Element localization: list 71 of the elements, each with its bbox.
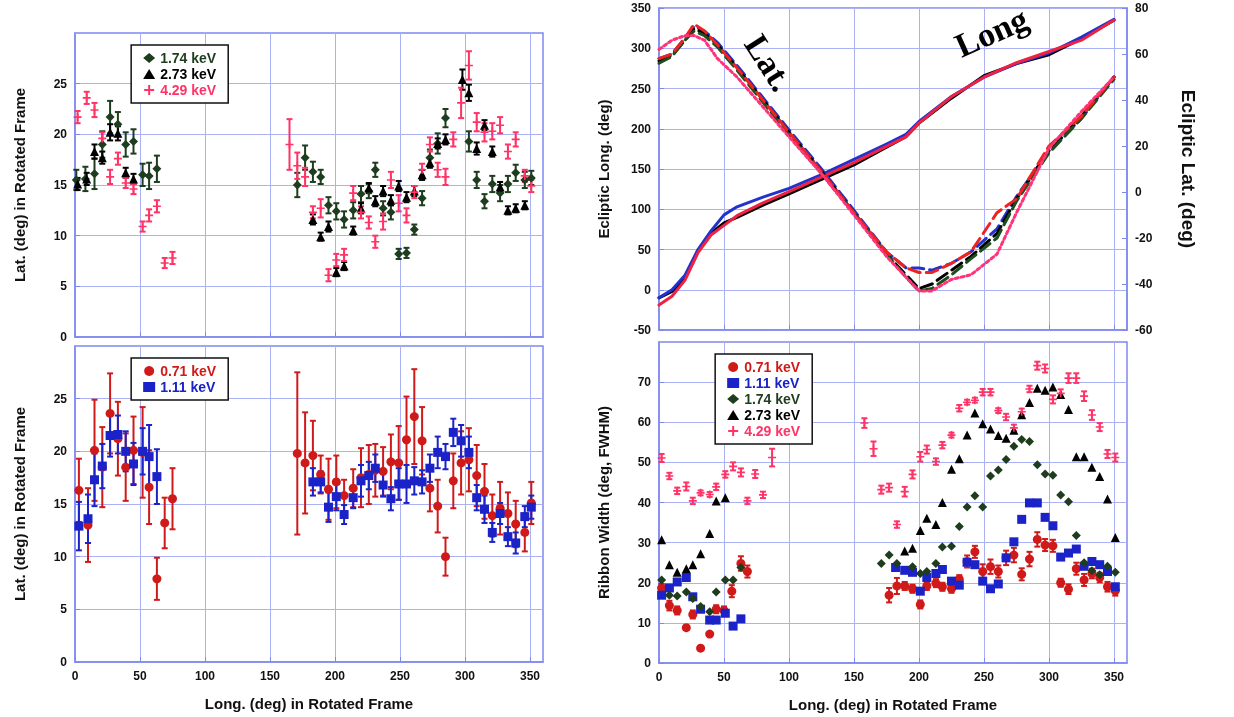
y-tick-label: 200 <box>630 121 652 136</box>
x-tick-label: 250 <box>973 670 995 684</box>
y2-tick-label: 20 <box>1135 139 1149 153</box>
y-tick-label: 20 <box>53 127 68 142</box>
x-tick-label: 100 <box>778 670 800 684</box>
y-tick-label: 0 <box>644 282 652 297</box>
x-axis-title: Long. (deg) in Rotated Frame <box>204 695 414 712</box>
y-tick-label: 15 <box>53 178 68 192</box>
y2-tick-label: 0 <box>1135 185 1142 199</box>
x-tick-label: 0 <box>71 669 79 683</box>
y-tick-label: 10 <box>53 228 68 243</box>
y-tick-label: 20 <box>53 444 68 459</box>
x-tick-label: 100 <box>194 669 216 683</box>
y-tick-label: 15 <box>53 497 68 511</box>
y-tick-label: 350 <box>630 1 652 15</box>
y2-tick-label: -20 <box>1135 231 1153 245</box>
x-tick-label: 50 <box>717 670 731 684</box>
y-axis-title: Ecliptic Long. (deg) <box>595 99 612 239</box>
x-tick-label: 300 <box>1038 670 1060 684</box>
x-tick-label: 200 <box>324 669 346 683</box>
x-tick-label: 250 <box>389 669 411 683</box>
x-tick-label: 350 <box>519 669 541 683</box>
legend-label: 1.74 keV <box>744 391 801 407</box>
legend-label: 4.29 keV <box>160 82 217 98</box>
y2-axis-title: Ecliptic Lat. (deg) <box>1178 89 1199 249</box>
y2-tick-label: -60 <box>1135 323 1153 337</box>
y2-tick-label: 40 <box>1135 93 1149 107</box>
y-tick-label: 20 <box>637 575 652 590</box>
legend-label: 2.73 keV <box>744 407 801 423</box>
y-tick-label: 10 <box>53 549 68 564</box>
y-tick-label: 50 <box>637 242 652 257</box>
y2-tick-label: 80 <box>1135 1 1149 15</box>
y-tick-label: 70 <box>637 375 652 390</box>
x-tick-label: 150 <box>843 670 865 684</box>
y-tick-label: 0 <box>60 330 68 344</box>
y-tick-label: 10 <box>637 615 652 630</box>
x-tick-label: 50 <box>133 669 147 683</box>
x-axis-title: Long. (deg) in Rotated Frame <box>788 696 998 713</box>
y2-tick-label: -40 <box>1135 277 1153 291</box>
y-tick-label: 60 <box>637 415 652 430</box>
x-tick-label: 0 <box>655 670 663 684</box>
legend-label: 1.11 keV <box>160 379 217 395</box>
y-axis-title: Lat. (deg) in Rotated Frame <box>11 87 28 283</box>
y-tick-label: 300 <box>630 41 652 56</box>
y-axis-title: Lat. (deg) in Rotated Frame <box>11 406 28 602</box>
y-tick-label: 25 <box>53 76 68 91</box>
y-tick-label: 50 <box>637 455 652 470</box>
y-axis-title: Ribbon Width (deg, FWHM) <box>595 405 612 600</box>
legend-label: 1.11 keV <box>744 375 801 391</box>
legend-label: 0.71 keV <box>160 363 217 379</box>
y-tick-label: 0 <box>60 655 68 669</box>
x-tick-label: 300 <box>454 669 476 683</box>
legend-label: 2.73 keV <box>160 66 217 82</box>
x-tick-label: 350 <box>1103 670 1125 684</box>
y-tick-label: 0 <box>644 656 652 670</box>
y-tick-label: 5 <box>60 602 68 617</box>
y-tick-label: 30 <box>637 535 652 550</box>
y-tick-label: 25 <box>53 391 68 406</box>
y-tick-label: 40 <box>637 495 652 510</box>
x-tick-label: 150 <box>259 669 281 683</box>
legend-label: 0.71 keV <box>744 359 801 375</box>
x-tick-label: 200 <box>908 670 930 684</box>
legend-label: 1.74 keV <box>160 50 217 66</box>
y-tick-label: 250 <box>630 81 652 96</box>
legend-label: 4.29 keV <box>744 423 801 439</box>
y-tick-label: 5 <box>60 279 68 294</box>
y2-tick-label: 60 <box>1135 47 1149 61</box>
y-tick-label: -50 <box>633 323 652 337</box>
y-tick-label: 100 <box>630 202 652 217</box>
y-tick-label: 150 <box>630 162 652 176</box>
annotation: Long <box>949 0 1034 65</box>
